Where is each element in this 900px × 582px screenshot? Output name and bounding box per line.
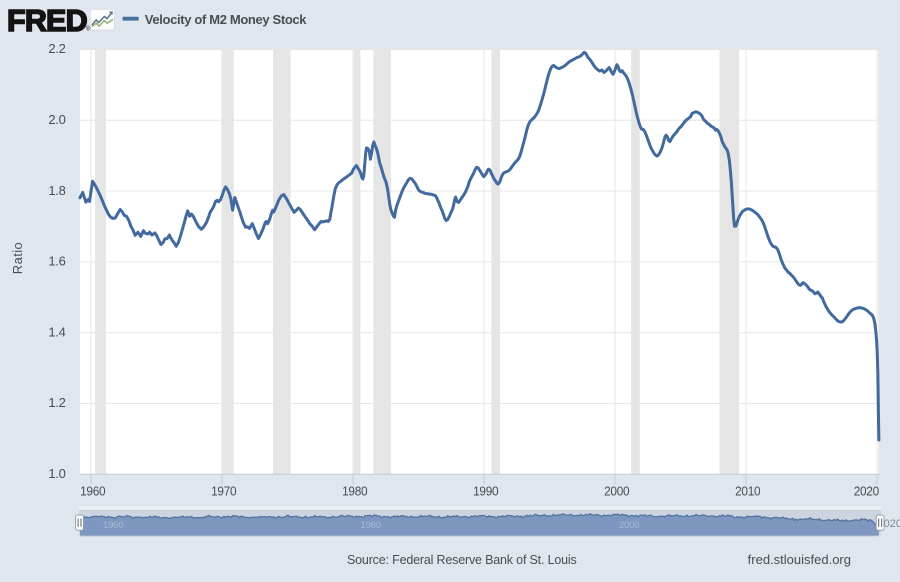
svg-text:2.0: 2.0 <box>48 112 65 127</box>
svg-text:Ratio: Ratio <box>10 242 25 274</box>
svg-text:2000: 2000 <box>619 520 639 531</box>
svg-text:1.0: 1.0 <box>48 466 65 481</box>
svg-text:1980: 1980 <box>342 483 367 498</box>
svg-text:fred.stlouisfed.org: fred.stlouisfed.org <box>748 552 851 567</box>
svg-text:1960: 1960 <box>80 483 105 498</box>
svg-text:1.2: 1.2 <box>48 395 65 410</box>
svg-text:2.2: 2.2 <box>48 41 65 56</box>
svg-text:FRED: FRED <box>7 4 87 38</box>
svg-text:2000: 2000 <box>604 483 629 498</box>
svg-text:1990: 1990 <box>473 483 498 498</box>
svg-text:®: ® <box>86 25 91 32</box>
svg-text:1.6: 1.6 <box>48 254 65 269</box>
svg-text:1980: 1980 <box>361 520 381 531</box>
svg-text:Source: Federal Reserve Bank o: Source: Federal Reserve Bank of St. Loui… <box>347 553 577 567</box>
svg-text:1970: 1970 <box>211 483 236 498</box>
svg-text:2010: 2010 <box>735 483 760 498</box>
svg-text:Velocity of M2 Money Stock: Velocity of M2 Money Stock <box>145 12 308 27</box>
svg-text:1.4: 1.4 <box>48 324 65 339</box>
svg-text:2020: 2020 <box>854 483 879 498</box>
svg-text:1.8: 1.8 <box>48 183 65 198</box>
svg-text:1960: 1960 <box>103 520 123 531</box>
